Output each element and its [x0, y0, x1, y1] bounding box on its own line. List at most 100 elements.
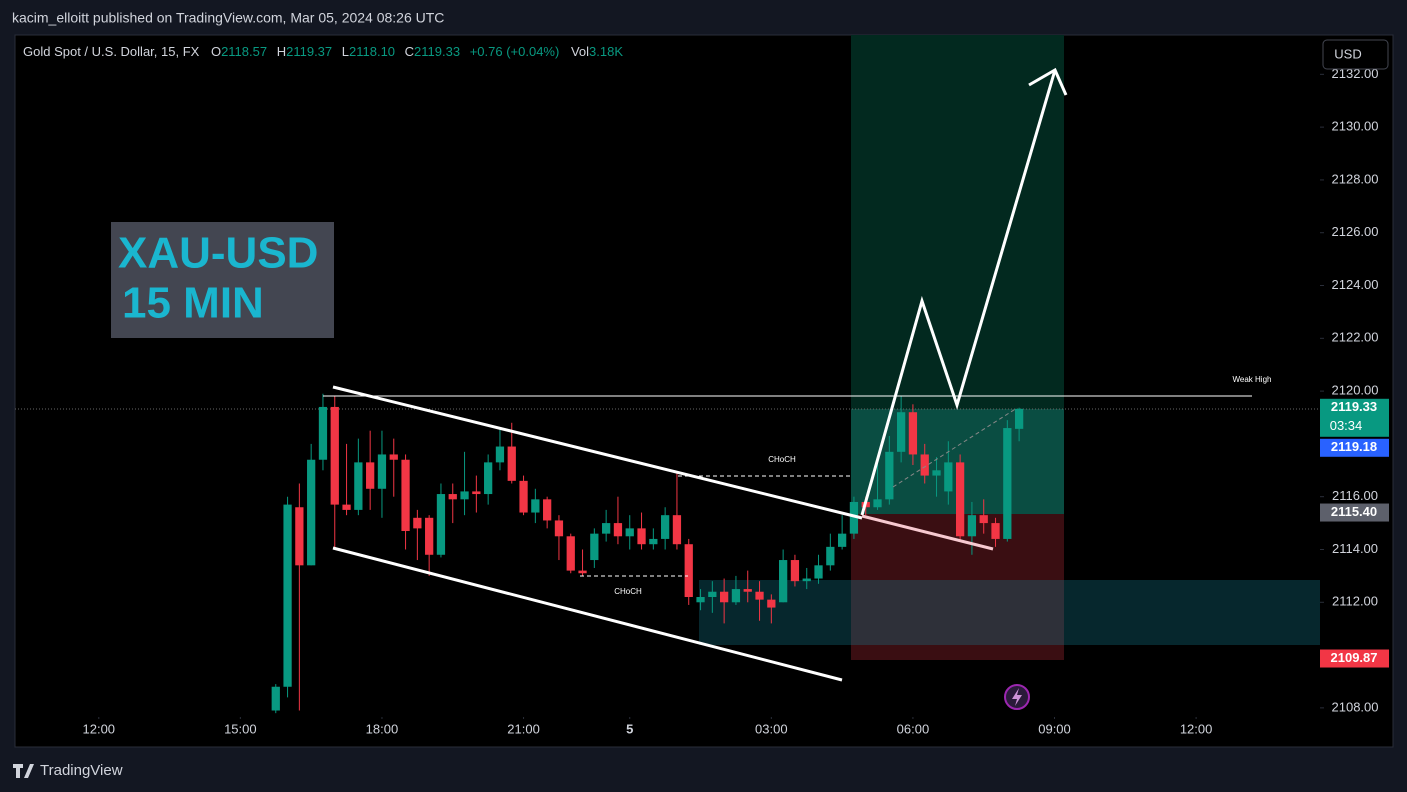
candle-body	[637, 528, 646, 545]
y-tick-label: 2124.00	[1332, 277, 1379, 292]
candle-body	[377, 454, 387, 489]
candle-body	[991, 523, 1000, 539]
candle-body	[684, 544, 693, 598]
overlay-title: XAU-USD	[118, 229, 318, 278]
legend-o: 2118.57	[221, 44, 267, 59]
candle-body	[708, 591, 717, 598]
x-tick-label: 5	[626, 721, 633, 736]
alert-bolt	[1012, 688, 1022, 706]
candle-body	[873, 499, 882, 508]
channel-top-ext	[861, 514, 994, 551]
y-tick-label: 2116.00	[1332, 488, 1378, 503]
candle-body	[944, 462, 953, 492]
annotation: CHoCH	[768, 455, 796, 464]
currency-button[interactable]	[1322, 39, 1389, 70]
candle-body	[720, 591, 729, 603]
x-tick-label: 12:00	[1180, 721, 1213, 736]
candle-body	[366, 462, 375, 489]
price-label-box	[1320, 649, 1389, 668]
candle-body	[1003, 428, 1012, 539]
candle-body	[330, 406, 339, 505]
candle-body	[543, 499, 552, 521]
legend-vol-label: Vol	[571, 44, 589, 59]
overlay-title: 15 MIN	[122, 279, 264, 328]
brand-logo	[13, 764, 34, 778]
candle-body	[295, 507, 304, 566]
demand-zone	[699, 580, 1320, 645]
drawings: CHoCH CHoCH Weak High XAU-USD 15 MIN	[111, 67, 1272, 710]
candle-body	[519, 480, 528, 513]
candle-body	[802, 578, 811, 582]
axes: 2108.00 2112.00 2114.00 2116.00 2120.00 2122.…	[83, 66, 1389, 736]
candle-body	[790, 560, 800, 582]
candle-body	[826, 546, 835, 566]
price-label-countdown: 03:34	[1330, 418, 1363, 433]
forecast-arrow	[860, 69, 1057, 516]
y-tick-label: 2112.00	[1332, 594, 1378, 609]
candle-body	[590, 533, 599, 561]
candle-body	[896, 412, 906, 452]
candle-body	[436, 494, 446, 555]
candle-body	[649, 538, 658, 545]
candle-body	[484, 462, 493, 495]
publish-info: kacim_elloitt published on TradingView.c…	[12, 10, 444, 26]
legend-c: 2119.33	[414, 44, 460, 59]
candle-body	[342, 504, 351, 510]
x-tick-label: 15:00	[224, 721, 257, 736]
stop-zone	[851, 514, 1064, 660]
target-zone	[851, 35, 1064, 409]
candle-body	[507, 446, 516, 481]
candle-body	[767, 599, 776, 608]
candle-body	[755, 591, 764, 600]
candle-body	[908, 412, 918, 455]
x-tick-label: 06:00	[897, 721, 930, 736]
channel-top	[332, 385, 863, 520]
candle-body	[920, 454, 929, 476]
candle-body	[779, 560, 788, 603]
channel-bottom	[332, 546, 843, 682]
price-label-box	[1320, 438, 1389, 457]
candle-body	[849, 501, 859, 534]
candle-body	[401, 459, 410, 532]
legend-vol: 3.18K	[589, 44, 623, 59]
y-tick-label: 2132.00	[1332, 66, 1379, 81]
candle-body	[743, 589, 752, 592]
legend: Gold Spot / U.S. Dollar, 15, FX O2118.57…	[23, 44, 623, 59]
candle-body	[1014, 408, 1024, 429]
candle-body	[307, 459, 316, 566]
price-label: 2115.40	[1331, 504, 1377, 519]
x-tick-label: 09:00	[1038, 721, 1071, 736]
candle-body	[495, 446, 505, 463]
candle-body	[837, 533, 847, 547]
candle-body	[578, 570, 587, 574]
candle-body	[425, 517, 434, 555]
annotation: Weak High	[1233, 375, 1272, 384]
x-tick-label: 18:00	[366, 721, 399, 736]
candle-body	[814, 565, 823, 579]
candle-body	[318, 406, 328, 460]
brand: TradingView	[40, 762, 123, 779]
y-tick-label: 2126.00	[1332, 224, 1379, 239]
legend-h-label: H	[277, 44, 286, 59]
legend-change: +0.76 (+0.04%)	[470, 44, 560, 59]
legend-symbol: Gold Spot / U.S. Dollar, 15, FX	[23, 44, 200, 59]
candle-body	[731, 589, 741, 603]
candle-body	[672, 515, 682, 545]
candle-body	[389, 454, 398, 460]
candle-body	[696, 597, 705, 603]
legend-l: 2118.10	[349, 44, 395, 59]
legend-h: 2119.37	[286, 44, 332, 59]
y-tick-label: 2114.00	[1332, 541, 1378, 556]
candle-body	[625, 528, 634, 537]
legend-l-label: L	[342, 44, 349, 59]
price-label: 2119.18	[1331, 439, 1377, 454]
candle-body	[613, 523, 623, 537]
y-tick-label: 2120.00	[1332, 383, 1379, 398]
legend-c-label: C	[405, 44, 414, 59]
y-tick-label: 2130.00	[1332, 119, 1379, 134]
currency-label: USD	[1334, 46, 1361, 61]
y-tick-label: 2122.00	[1332, 330, 1379, 345]
price-label: 2119.33	[1331, 399, 1377, 414]
